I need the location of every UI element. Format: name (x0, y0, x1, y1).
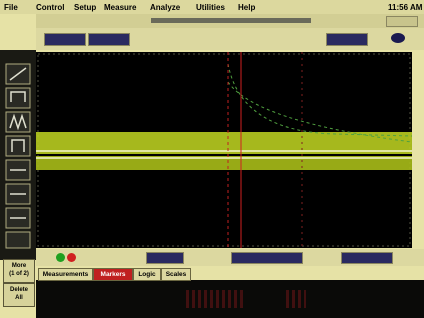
scope-screen: File Control Setup Measure Analyze Utilities H… (0, 0, 424, 318)
menu-item[interactable]: Help (238, 3, 255, 12)
timebase-scale[interactable] (146, 252, 184, 264)
menu-item[interactable]: Utilities (196, 3, 225, 12)
side-button-label: All (4, 294, 34, 302)
toolbar (36, 14, 424, 28)
menu-bar: File Control Setup Measure Analyze Utilities H… (0, 0, 424, 14)
tool-palette (0, 50, 36, 260)
delay-field[interactable] (341, 252, 393, 264)
menu-item[interactable]: Setup (74, 3, 96, 12)
stop-button[interactable] (67, 253, 76, 262)
tool-icons (0, 50, 36, 250)
side-button-label: Delete (4, 286, 34, 294)
side-button-label: More (4, 262, 34, 270)
menu-item[interactable]: Measure (104, 3, 136, 12)
menu-item[interactable]: Control (36, 3, 64, 12)
marker-readout (36, 280, 424, 318)
waveform-display (36, 52, 412, 248)
tab[interactable]: Scales (161, 268, 191, 281)
side-button[interactable]: More(1 of 2) (3, 259, 35, 283)
tab[interactable]: Measurements (38, 268, 93, 281)
readout-values (286, 290, 306, 308)
eye-icon[interactable] (391, 33, 405, 43)
timebase-controls (36, 249, 424, 266)
timebase-position[interactable] (231, 252, 303, 264)
menu-item[interactable]: Analyze (150, 3, 180, 12)
channel-offset[interactable] (88, 33, 130, 46)
menu-item[interactable]: File (4, 3, 18, 12)
channel-controls (36, 28, 424, 50)
toolbar-buttons[interactable] (386, 16, 418, 27)
clock: 11:56 AM (388, 3, 422, 12)
trigger-level[interactable] (326, 33, 368, 46)
tab[interactable]: Markers (93, 268, 133, 281)
run-button[interactable] (56, 253, 65, 262)
progress-bar (151, 18, 311, 23)
readout-values (186, 290, 246, 308)
channel-scale[interactable] (44, 33, 86, 46)
tab[interactable]: Logic (133, 268, 161, 281)
side-button-label: (1 of 2) (4, 270, 34, 278)
